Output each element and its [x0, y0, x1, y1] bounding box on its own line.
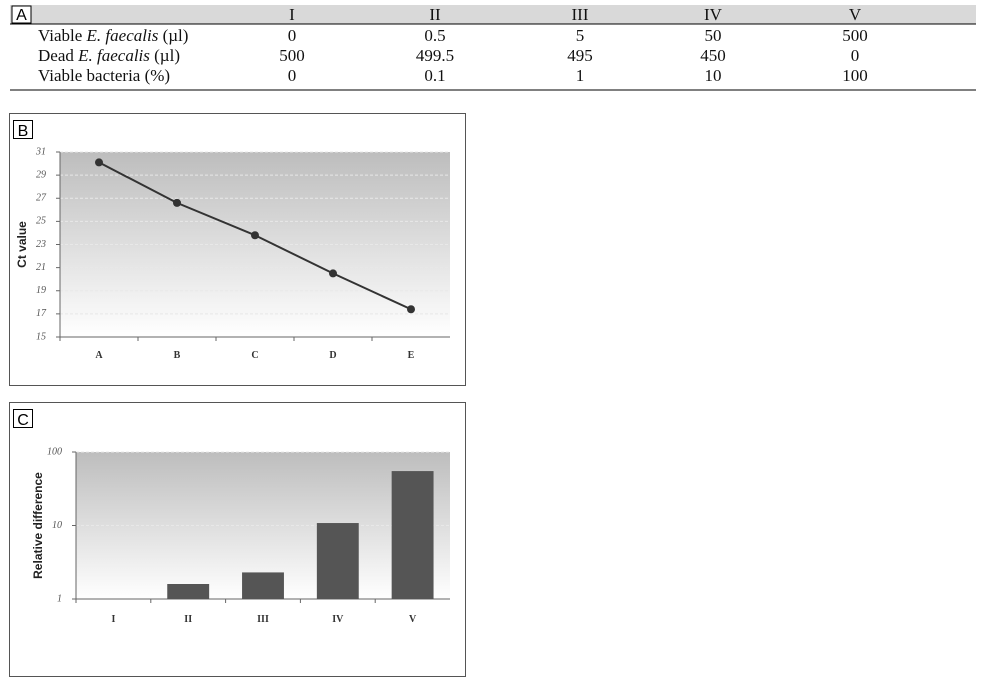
cell: 450: [700, 46, 726, 65]
column-header: III: [572, 5, 589, 24]
cell: 50: [705, 26, 722, 45]
row-label-part: (µl): [163, 26, 189, 45]
panel-label: B: [18, 123, 29, 140]
x-tick-label: A: [95, 350, 103, 361]
panel-label: C: [17, 412, 29, 429]
x-tick-label: D: [329, 350, 336, 361]
y-tick-label: 1: [57, 593, 62, 604]
x-tick-label: IV: [332, 614, 344, 625]
cell: 495: [567, 46, 593, 65]
panel-box: [13, 120, 33, 139]
panel-box: [13, 409, 33, 428]
row-label: Dead E. faecalis (µl): [38, 46, 180, 65]
y-tick-label: 25: [36, 216, 46, 227]
y-tick-label: 31: [35, 146, 46, 157]
bar: [167, 583, 210, 599]
panel-label: A: [16, 7, 27, 24]
x-tick-label: B: [174, 350, 181, 361]
bar: [316, 523, 359, 599]
y-tick-label: 10: [52, 520, 62, 531]
cell: 1: [576, 66, 585, 85]
cell: 500: [842, 26, 868, 45]
row-label-part: Dead: [38, 46, 74, 65]
cell: 0: [851, 46, 860, 65]
point: [407, 305, 415, 314]
point: [173, 198, 181, 207]
row-label-part: Viable: [38, 26, 82, 45]
row-label-part: Viable bacteria: [38, 66, 141, 85]
y-tick-label: 17: [36, 308, 47, 319]
y-tick-label: 27: [36, 193, 47, 204]
column-header: II: [429, 5, 441, 24]
y-tick-label: 100: [47, 446, 62, 457]
row-label: Viable E. faecalis (µl): [38, 26, 188, 45]
x-tick-label: III: [257, 614, 269, 625]
cell: 100: [842, 66, 868, 85]
cell: 0.5: [424, 26, 445, 45]
y-tick-label: 23: [36, 239, 46, 250]
cell: 0: [288, 66, 297, 85]
x-tick-label: E: [408, 350, 415, 361]
column-header: IV: [704, 5, 723, 24]
y-tick-label: 21: [36, 262, 46, 273]
bar: [391, 471, 434, 599]
x-tick-label: C: [251, 350, 258, 361]
row-label-part: E. faecalis: [86, 26, 159, 45]
point: [251, 231, 259, 240]
column-header: V: [849, 5, 862, 24]
row-label: Viable bacteria (%): [38, 66, 170, 85]
cell: 0.1: [424, 66, 445, 85]
y-axis-label: Relative difference: [31, 472, 45, 579]
row-label-part: E. faecalis: [77, 46, 150, 65]
x-tick-label: V: [409, 614, 417, 625]
x-tick-label: I: [111, 614, 115, 625]
column-header: I: [289, 5, 295, 24]
y-tick-label: 15: [36, 331, 46, 342]
y-tick-label: 19: [36, 285, 46, 296]
y-axis-label: Ct value: [15, 221, 29, 268]
point: [95, 158, 103, 167]
x-tick-label: II: [184, 614, 192, 625]
bar: [242, 572, 284, 599]
charts: B 15 17 19 21 23 25 27 29 31 Ct value A B C D E C 1 10 100 R…: [13, 120, 450, 625]
cell: 499.5: [416, 46, 454, 65]
cell: 5: [576, 26, 585, 45]
cell: 0: [288, 26, 297, 45]
row-label-part: (µl): [154, 46, 180, 65]
row-label-part: (%): [145, 66, 170, 85]
cell: 500: [279, 46, 305, 65]
table-header-bg: [10, 5, 976, 24]
point: [329, 269, 337, 278]
panel-box: [11, 5, 32, 24]
y-tick-label: 29: [36, 169, 46, 180]
cell: 10: [705, 66, 722, 85]
